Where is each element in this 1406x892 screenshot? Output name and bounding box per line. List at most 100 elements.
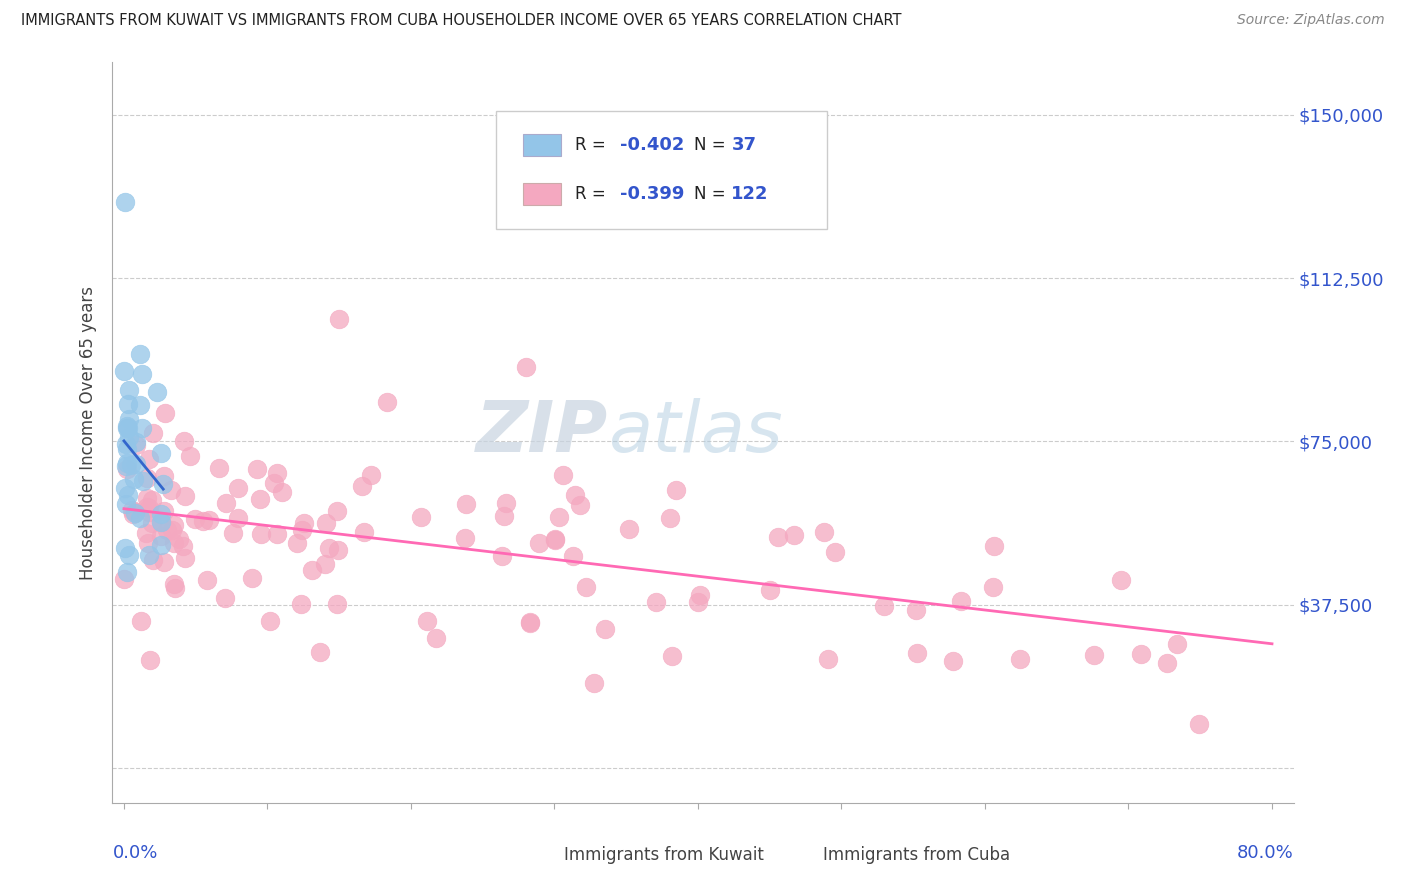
- Point: [163, 581, 186, 595]
- Point: [149, 507, 172, 521]
- Point: [411, 509, 433, 524]
- Y-axis label: Householder Income Over 65 years: Householder Income Over 65 years: [79, 285, 97, 580]
- Point: [115, 420, 138, 434]
- Point: [326, 597, 349, 611]
- Point: [287, 536, 309, 550]
- Point: [583, 676, 606, 690]
- Point: [768, 530, 790, 544]
- Point: [301, 563, 323, 577]
- Point: [249, 491, 271, 506]
- Point: [114, 482, 136, 496]
- Point: [152, 504, 174, 518]
- Point: [129, 347, 152, 361]
- Point: [145, 385, 167, 400]
- Point: [167, 532, 190, 546]
- Point: [949, 593, 972, 607]
- Point: [617, 522, 640, 536]
- Point: [259, 614, 281, 628]
- Point: [315, 516, 337, 531]
- Text: 80.0%: 80.0%: [1237, 844, 1294, 862]
- FancyBboxPatch shape: [526, 847, 551, 862]
- Point: [160, 523, 183, 537]
- Point: [1109, 573, 1132, 587]
- Point: [873, 599, 896, 613]
- Point: [172, 539, 194, 553]
- Point: [527, 536, 550, 550]
- Point: [659, 511, 682, 525]
- Point: [162, 577, 184, 591]
- Point: [122, 508, 145, 522]
- Text: 122: 122: [731, 186, 769, 203]
- Text: atlas: atlas: [609, 398, 783, 467]
- Point: [266, 526, 288, 541]
- Point: [491, 549, 513, 564]
- Text: N =: N =: [693, 136, 731, 154]
- Point: [124, 472, 146, 486]
- Text: IMMIGRANTS FROM KUWAIT VS IMMIGRANTS FROM CUBA HOUSEHOLDER INCOME OVER 65 YEARS : IMMIGRANTS FROM KUWAIT VS IMMIGRANTS FRO…: [21, 13, 901, 29]
- Point: [314, 557, 336, 571]
- Point: [184, 512, 207, 526]
- Point: [118, 384, 141, 398]
- FancyBboxPatch shape: [786, 847, 811, 862]
- Point: [328, 312, 350, 326]
- Point: [360, 468, 382, 483]
- Point: [569, 498, 592, 512]
- Point: [983, 539, 1005, 553]
- Point: [553, 468, 575, 483]
- Point: [688, 595, 710, 609]
- Point: [214, 496, 236, 510]
- Point: [515, 360, 537, 375]
- Point: [114, 459, 136, 474]
- Point: [905, 646, 928, 660]
- Point: [118, 548, 141, 562]
- Point: [117, 488, 139, 502]
- Point: [817, 652, 839, 666]
- Point: [495, 495, 517, 509]
- Point: [318, 541, 340, 555]
- Point: [644, 595, 666, 609]
- Point: [174, 550, 197, 565]
- Point: [117, 421, 139, 435]
- Text: R =: R =: [575, 136, 612, 154]
- Point: [138, 452, 160, 467]
- Point: [1129, 648, 1152, 662]
- Point: [115, 497, 138, 511]
- Point: [179, 449, 201, 463]
- Point: [114, 541, 136, 556]
- Point: [125, 438, 148, 452]
- Point: [173, 489, 195, 503]
- FancyBboxPatch shape: [523, 183, 561, 205]
- Point: [665, 483, 688, 497]
- Text: Immigrants from Kuwait: Immigrants from Kuwait: [564, 846, 763, 863]
- Point: [905, 603, 928, 617]
- Text: Source: ZipAtlas.com: Source: ZipAtlas.com: [1237, 13, 1385, 28]
- Point: [142, 553, 165, 567]
- Point: [246, 462, 269, 476]
- Point: [689, 588, 711, 602]
- Point: [155, 406, 177, 420]
- Point: [117, 442, 139, 456]
- Text: ZIP: ZIP: [477, 398, 609, 467]
- Point: [1166, 637, 1188, 651]
- Text: 37: 37: [731, 136, 756, 154]
- Point: [519, 615, 541, 629]
- Text: R =: R =: [575, 186, 612, 203]
- Point: [149, 516, 172, 530]
- Point: [152, 469, 174, 483]
- Point: [112, 364, 135, 378]
- Point: [661, 648, 683, 663]
- Point: [519, 615, 541, 630]
- Point: [135, 525, 157, 540]
- Point: [983, 581, 1005, 595]
- Point: [416, 614, 439, 628]
- Point: [271, 485, 294, 500]
- Point: [149, 538, 172, 552]
- Point: [758, 582, 780, 597]
- Point: [138, 548, 160, 562]
- Point: [208, 461, 231, 475]
- Point: [173, 434, 195, 449]
- Point: [454, 497, 477, 511]
- Point: [118, 411, 141, 425]
- Point: [162, 536, 184, 550]
- Point: [150, 515, 173, 529]
